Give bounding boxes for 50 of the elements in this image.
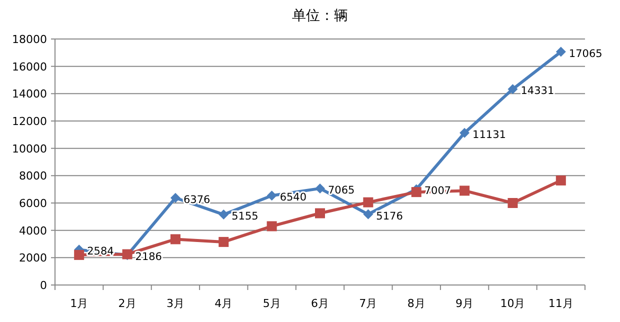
- x-tick-label: 8月: [407, 297, 426, 310]
- x-tick-label: 9月: [456, 297, 474, 310]
- data-label: 5176: [376, 210, 404, 222]
- point: [363, 197, 374, 208]
- data-label: 2186: [135, 251, 162, 264]
- data-label: 11131: [472, 128, 506, 141]
- point: [556, 46, 566, 57]
- y-tick-label: 12000: [12, 115, 47, 128]
- x-tick-label: 6月: [311, 297, 329, 310]
- point: [411, 187, 422, 198]
- point: [460, 186, 470, 196]
- point: [266, 221, 277, 232]
- point: [218, 210, 229, 220]
- x-tick-label: 3月: [166, 297, 184, 310]
- y-tick-label: 18000: [12, 33, 47, 46]
- chart-title: 单位：辆: [292, 8, 348, 24]
- y-tick-label: 4000: [19, 224, 47, 238]
- point: [315, 208, 325, 218]
- point: [218, 236, 229, 247]
- data-label: 2584: [87, 246, 114, 258]
- data-label: 6376: [183, 194, 210, 206]
- x-tick-label: 4月: [214, 297, 233, 310]
- x-tick-label: 1月: [70, 297, 88, 310]
- x-tick-label: 5月: [262, 297, 281, 310]
- data-label: 14331: [520, 85, 554, 98]
- point: [266, 190, 277, 201]
- data-label: 5155: [232, 210, 258, 223]
- y-tick-label: 8000: [19, 170, 47, 183]
- y-tick-label: 2000: [19, 252, 47, 265]
- x-tick-label: 10月: [500, 297, 526, 310]
- x-tick-label: 7月: [359, 297, 378, 310]
- point: [170, 192, 180, 203]
- x-tick-label: 11月: [548, 297, 574, 310]
- point: [74, 250, 84, 260]
- y-tick-label: 6000: [19, 197, 47, 210]
- point: [508, 84, 518, 94]
- data-label: 7065: [328, 184, 355, 196]
- point: [170, 234, 180, 244]
- point: [508, 198, 518, 208]
- point: [556, 175, 566, 186]
- y-tick-label: 14000: [12, 88, 47, 101]
- data-label: 6540: [280, 192, 307, 204]
- y-tick-label: 16000: [12, 60, 47, 74]
- y-tick-label: 0: [40, 279, 47, 292]
- point: [460, 128, 470, 138]
- data-label: 17065: [568, 48, 602, 60]
- point: [363, 209, 374, 220]
- point: [315, 183, 325, 194]
- x-tick-label: 2月: [118, 297, 136, 310]
- y-tick-label: 10000: [12, 142, 47, 156]
